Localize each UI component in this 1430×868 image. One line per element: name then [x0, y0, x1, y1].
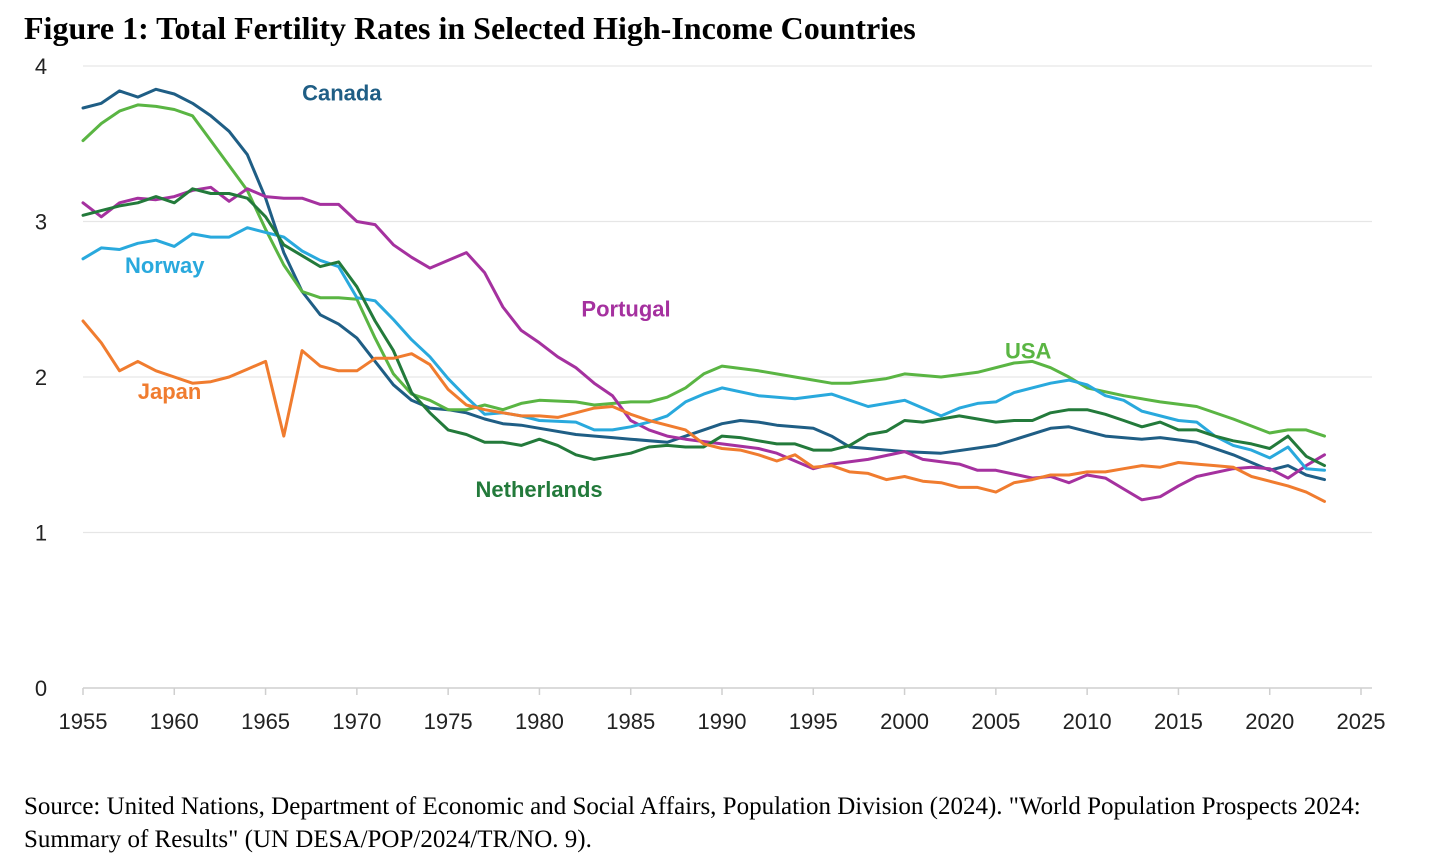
y-tick-label: 1: [35, 521, 47, 546]
x-tick-label: 2025: [1337, 709, 1386, 734]
series-line-usa: [81, 103, 1326, 438]
x-tick-label: 1960: [150, 709, 199, 734]
x-tick-label: 2000: [880, 709, 929, 734]
y-axis-ticks: 0 1 2 3 4: [35, 54, 47, 701]
series-label-japan: Japan: [138, 379, 202, 404]
x-tick-label: 1995: [789, 709, 838, 734]
x-tick-label: 1965: [241, 709, 290, 734]
series-line-portugal: [81, 185, 1326, 502]
x-axis: 1955 1960 1965 1970 1975 1980 1985 1990 1995 2000…: [59, 687, 1386, 734]
x-tick-label: 2010: [1063, 709, 1112, 734]
series-line-norway: [81, 226, 1326, 472]
x-tick-label: 1970: [332, 709, 381, 734]
x-tick-label: 1980: [515, 709, 564, 734]
x-tick-label: 2020: [1245, 709, 1294, 734]
x-tick-label: 1955: [59, 709, 108, 734]
series-labels: Canada USA Portugal Norway Netherlands Japan: [125, 80, 1052, 502]
y-tick-label: 3: [35, 210, 47, 235]
series-label-norway: Norway: [125, 253, 205, 278]
y-tick-label: 4: [35, 54, 47, 79]
y-tick-label: 2: [35, 365, 47, 390]
x-tick-label: 1985: [606, 709, 655, 734]
series-lines: [81, 87, 1326, 503]
x-tick-label: 2005: [971, 709, 1020, 734]
series-label-netherlands: Netherlands: [476, 477, 603, 502]
series-line-canada: [81, 87, 1326, 482]
series-label-canada: Canada: [302, 80, 382, 105]
y-tick-label: 0: [35, 676, 47, 701]
series-line-japan: [81, 319, 1326, 503]
x-tick-label: 1990: [698, 709, 747, 734]
x-tick-label: 1975: [424, 709, 473, 734]
series-label-portugal: Portugal: [581, 297, 670, 322]
figure-title: Figure 1: Total Fertility Rates in Selec…: [24, 10, 916, 46]
source-note: Source: United Nations, Department of Ec…: [24, 793, 1361, 853]
series-label-usa: USA: [1005, 339, 1052, 364]
series-line-netherlands: [81, 187, 1326, 468]
x-tick-label: 2015: [1154, 709, 1203, 734]
